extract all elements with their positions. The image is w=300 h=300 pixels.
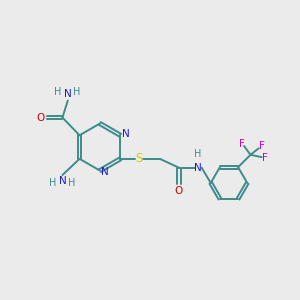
Text: N: N [122, 129, 130, 139]
Text: F: F [259, 141, 265, 151]
Text: H: H [54, 87, 61, 97]
Text: F: F [239, 139, 244, 148]
Text: S: S [135, 152, 142, 165]
Text: H: H [68, 178, 75, 188]
Text: H: H [73, 87, 80, 97]
Text: F: F [262, 153, 268, 163]
Text: N: N [194, 163, 202, 173]
Text: N: N [64, 89, 72, 99]
Text: H: H [194, 149, 202, 159]
Text: O: O [175, 186, 183, 196]
Text: H: H [49, 178, 56, 188]
Text: N: N [58, 176, 66, 187]
Text: O: O [37, 112, 45, 123]
Text: N: N [101, 167, 109, 177]
